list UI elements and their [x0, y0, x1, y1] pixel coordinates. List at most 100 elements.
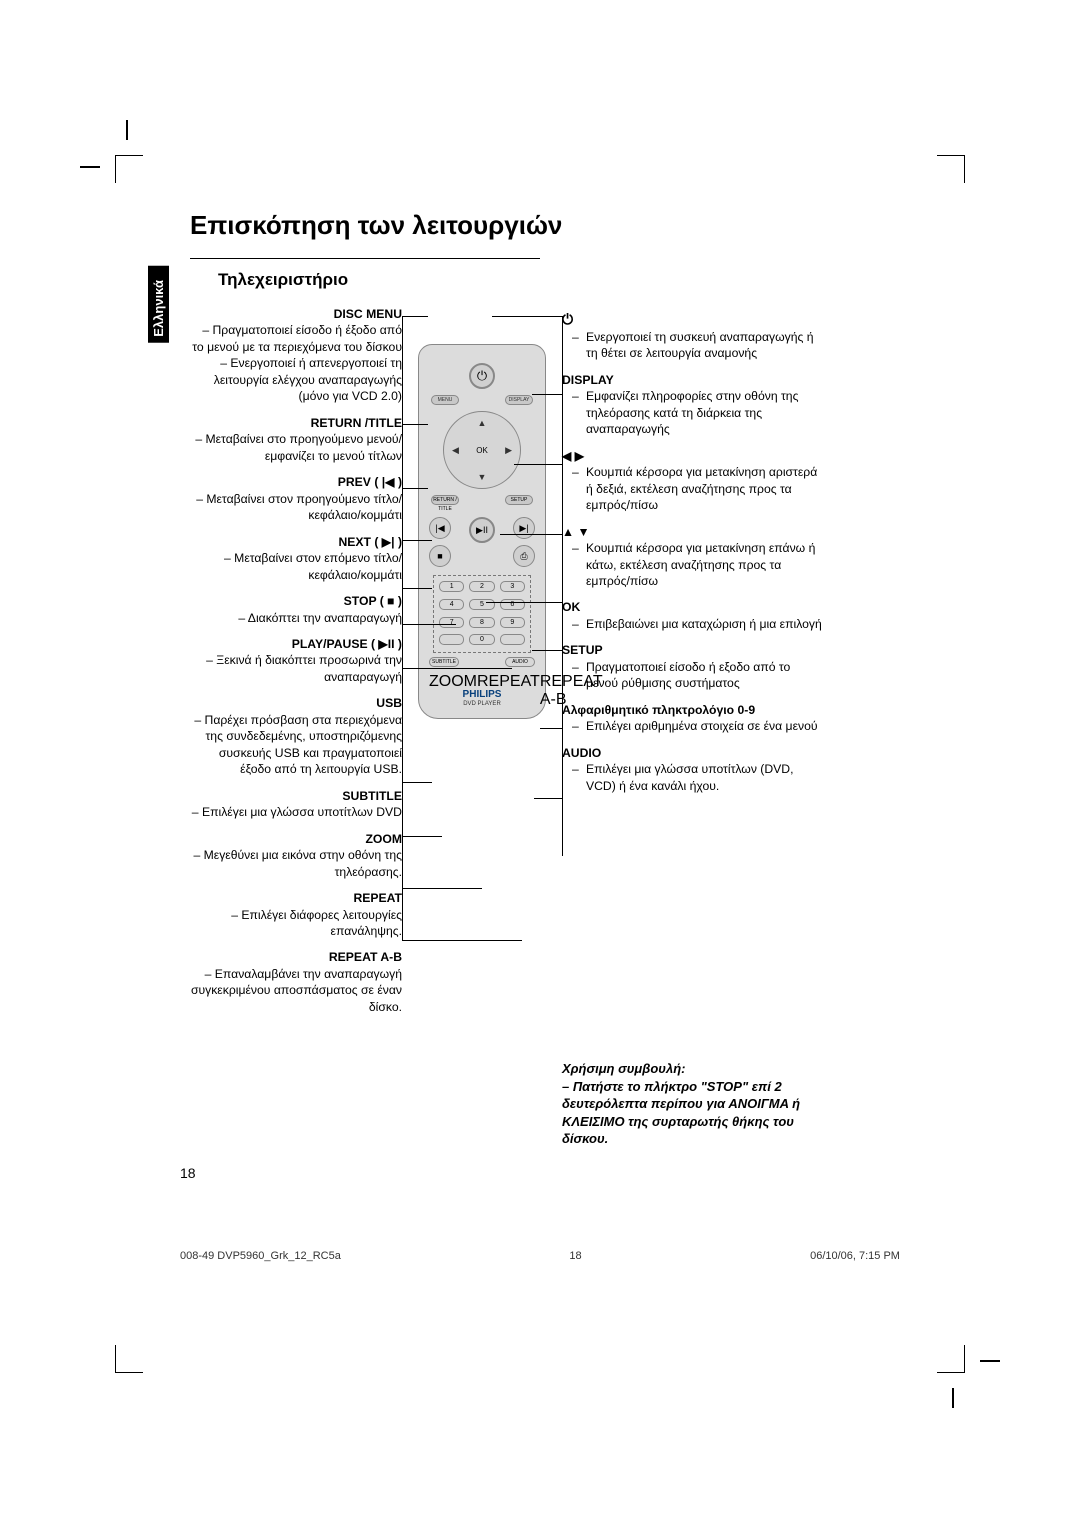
leader [402, 588, 432, 589]
arrow-left-icon: ◀ [452, 445, 459, 456]
left-d: – Επιλέγει μια γλώσσα υποτίτλων DVD [190, 804, 402, 820]
left-h: REPEAT [190, 890, 402, 906]
leader [402, 782, 432, 783]
num-key: 6 [500, 599, 525, 610]
arrow-down-icon: ▼ [478, 472, 487, 482]
right-d: Κουμπιά κέρσορα για μετακίνηση επάνω ή κ… [562, 540, 822, 589]
left-d: – Πραγματοποιεί είσοδο ή έξοδο από το με… [190, 322, 402, 404]
return-pill: RETURN / TITLE [431, 495, 459, 505]
right-h: AUDIO [562, 745, 822, 761]
right-column: ⏻Ενεργοποιεί τη συσκευή αναπαραγωγής ή τ… [562, 310, 822, 804]
crop-mark-tl [115, 155, 143, 183]
left-h: PLAY/PAUSE ( ▶II ) [190, 636, 402, 652]
footer-pg: 18 [569, 1250, 581, 1262]
left-d: – Μεταβαίνει στον προηγούμενο τίτλο/κεφά… [190, 491, 402, 524]
left-d: – Μεταβαίνει στο προηγούμενο μενού/εμφαν… [190, 431, 402, 464]
play-pause-icon: ▶II [469, 517, 495, 543]
right-h: ▲ ▼ [562, 524, 822, 540]
right-h: SETUP [562, 642, 822, 658]
leader [532, 394, 562, 395]
page-number: 18 [180, 1165, 196, 1181]
dpad: OK ▲ ▼ ◀ ▶ [443, 411, 521, 489]
remote-body: ⏻ MENU DISPLAY OK ▲ ▼ ◀ ▶ RETURN / TITLE… [418, 344, 546, 719]
num-key: 2 [469, 581, 494, 592]
arrow-up-icon: ▲ [478, 418, 487, 428]
leader [402, 540, 432, 541]
title-rule [190, 258, 540, 259]
footer-file: 008-49 DVP5960_Grk_12_RC5a [180, 1250, 341, 1262]
num-key: 7 [439, 617, 464, 628]
setup-pill: SETUP [505, 495, 533, 505]
left-h: RETURN /TITLE [190, 415, 402, 431]
leader [514, 464, 562, 465]
brand-label: PHILIPS [419, 689, 545, 700]
section-subtitle: Τηλεχειριστήριο [218, 270, 348, 290]
leader [402, 624, 456, 625]
left-d: – Μεταβαίνει στον επόμενο τίτλο/κεφάλαιο… [190, 550, 402, 583]
num-key: 8 [469, 617, 494, 628]
num-key: 9 [500, 617, 525, 628]
num-key: 1 [439, 581, 464, 592]
num-key: 3 [500, 581, 525, 592]
leader-v [402, 316, 403, 940]
left-d: – Παρέχει πρόσβαση στα περιεχόμενα της σ… [190, 712, 402, 778]
language-tab: Ελληνικά [148, 266, 169, 343]
crop-mark-bl [115, 1345, 143, 1373]
right-d: Επιβεβαιώνει μια καταχώριση ή μια επιλογ… [562, 616, 822, 632]
next-icon: ▶| [513, 517, 535, 539]
num-key [500, 634, 525, 645]
repeatab-pill: REPEAT A-B [540, 673, 603, 709]
leader [402, 668, 512, 669]
left-d: – Ξεκινά ή διακόπτει προσωρινά την αναπα… [190, 652, 402, 685]
num-key: 5 [469, 599, 494, 610]
brand-sub: DVD PLAYER [419, 701, 545, 707]
left-d: – Επαναλαμβάνει την αναπαραγωγή συγκεκρι… [190, 966, 402, 1015]
crop-mark-tr [937, 155, 965, 183]
left-d: – Επιλέγει διάφορες λειτουργίες επανάληψ… [190, 907, 402, 940]
left-h: STOP ( ■ ) [190, 593, 402, 609]
footer-date: 06/10/06, 7:15 PM [810, 1250, 900, 1262]
leader [402, 424, 428, 425]
right-h: OK [562, 599, 822, 615]
power-icon: ⏻ [469, 363, 495, 389]
leader [532, 650, 562, 651]
right-d: Εμφανίζει πληροφορίες στην οθόνη της τηλ… [562, 388, 822, 437]
left-column: DISC MENU– Πραγματοποιεί είσοδο ή έξοδο … [190, 306, 402, 1025]
ok-label: OK [476, 446, 488, 455]
prev-icon: |◀ [429, 517, 451, 539]
stop-icon: ■ [429, 545, 451, 567]
menu-pill: MENU [431, 395, 459, 405]
footer: 008-49 DVP5960_Grk_12_RC5a 18 06/10/06, … [180, 1250, 900, 1262]
left-h: PREV ( |◀ ) [190, 474, 402, 490]
leader [492, 316, 562, 317]
left-h: NEXT ( ▶| ) [190, 534, 402, 550]
num-key: 0 [469, 634, 494, 645]
right-d: Επιλέγει αριθμημένα στοιχεία σε ένα μενο… [562, 718, 822, 734]
leader [402, 488, 428, 489]
subtitle-pill: SUBTITLE [429, 657, 459, 667]
num-key [439, 634, 464, 645]
numpad: 1 2 3 4 5 6 7 8 9 0 [433, 575, 531, 653]
crop-mark-br [937, 1345, 965, 1373]
remote-figure: ⏻ MENU DISPLAY OK ▲ ▼ ◀ ▶ RETURN / TITLE… [418, 344, 546, 719]
right-h: ⏻ [562, 310, 822, 329]
leader [534, 798, 562, 799]
audio-pill: AUDIO [505, 657, 535, 667]
tip-body: – Πατήστε το πλήκτρο "STOP" επί 2 δευτερ… [562, 1078, 842, 1148]
leader [402, 316, 428, 317]
arrow-right-icon: ▶ [505, 445, 512, 456]
num-key: 4 [439, 599, 464, 610]
left-h: REPEAT A-B [190, 949, 402, 965]
leader [402, 836, 442, 837]
left-d: – Διακόπτει την αναπαραγωγή [190, 610, 402, 626]
right-d: Κουμπιά κέρσορα για μετακίνηση αριστερά … [562, 464, 822, 513]
right-h: DISPLAY [562, 372, 822, 388]
leader [486, 602, 562, 603]
left-h: ZOOM [190, 831, 402, 847]
display-pill: DISPLAY [505, 395, 533, 405]
tip-box: Χρήσιμη συμβουλή: – Πατήστε το πλήκτρο "… [562, 1060, 842, 1148]
right-d: Ενεργοποιεί τη συσκευή αναπαραγωγής ή τη… [562, 329, 822, 362]
left-d: – Μεγεθύνει μια εικόνα στην οθόνη της τη… [190, 847, 402, 880]
right-d: Επιλέγει μια γλώσσα υποτίτλων (DVD, VCD)… [562, 761, 822, 794]
leader [402, 940, 522, 941]
